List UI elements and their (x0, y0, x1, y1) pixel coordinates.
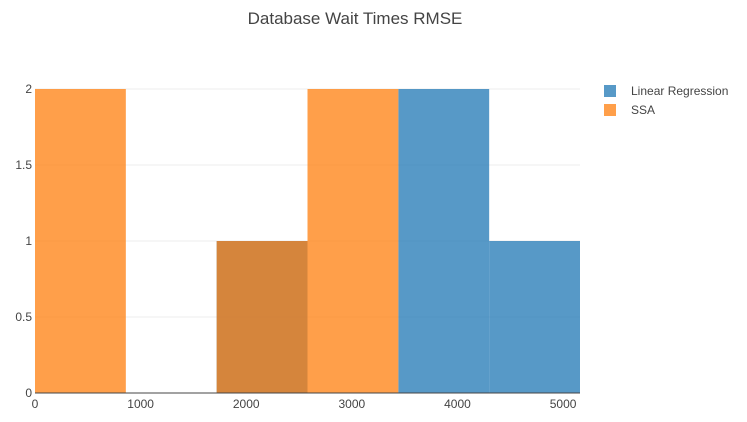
legend-swatch-linear-regression (604, 84, 616, 97)
bar-linear-regression[interactable] (489, 241, 580, 393)
legend-label-ssa: SSA (631, 102, 656, 117)
bar-linear-regression[interactable] (398, 89, 490, 393)
legend-item-linear-regression[interactable]: Linear Regression (604, 81, 728, 100)
x-tick-label: 2000 (233, 397, 260, 411)
y-tick-label: 0.5 (15, 310, 32, 324)
bar-ssa[interactable] (307, 89, 399, 393)
legend-swatch-ssa (604, 103, 616, 116)
axes: 0 0.5 1 1.5 2 0 1000 2000 3000 4000 5000 (15, 82, 580, 411)
legend[interactable]: Linear Regression SSA (604, 81, 728, 119)
bar-layer (35, 89, 580, 393)
x-tick-label: 0 (32, 397, 39, 411)
y-tick-label: 0 (25, 386, 32, 400)
x-tick-label: 5000 (550, 397, 577, 411)
y-tick-label: 1.5 (15, 158, 32, 172)
y-tick-label: 2 (25, 82, 32, 96)
y-tick-label: 1 (25, 234, 32, 248)
bar-ssa[interactable] (216, 241, 308, 393)
chart-title: Database Wait Times RMSE (247, 9, 463, 28)
bar-ssa[interactable] (35, 89, 126, 393)
x-tick-label: 4000 (444, 397, 471, 411)
x-tick-label: 3000 (339, 397, 366, 411)
legend-item-ssa[interactable]: SSA (604, 100, 728, 119)
legend-label-linear-regression: Linear Regression (631, 83, 729, 98)
x-tick-label: 1000 (127, 397, 154, 411)
